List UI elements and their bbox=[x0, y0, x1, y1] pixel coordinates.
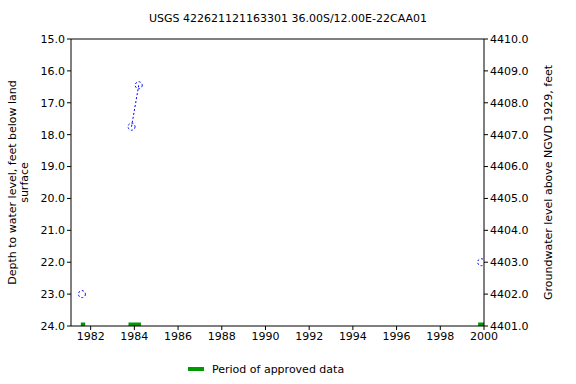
svg-text:24.0: 24.0 bbox=[41, 320, 66, 333]
svg-text:4407.0: 4407.0 bbox=[490, 129, 529, 142]
svg-text:15.0: 15.0 bbox=[41, 33, 66, 46]
svg-text:1984: 1984 bbox=[120, 330, 148, 343]
svg-text:1988: 1988 bbox=[208, 330, 236, 343]
svg-text:22.0: 22.0 bbox=[41, 256, 66, 269]
svg-text:1986: 1986 bbox=[164, 330, 192, 343]
svg-text:18.0: 18.0 bbox=[41, 129, 66, 142]
svg-text:4408.0: 4408.0 bbox=[490, 97, 529, 110]
svg-text:17.0: 17.0 bbox=[41, 97, 66, 110]
svg-text:2000: 2000 bbox=[470, 329, 498, 343]
svg-text:1992: 1992 bbox=[295, 330, 323, 343]
svg-text:4409.0: 4409.0 bbox=[490, 65, 529, 78]
svg-text:4402.0: 4402.0 bbox=[490, 288, 529, 301]
svg-text:4404.0: 4404.0 bbox=[490, 224, 529, 237]
svg-text:4410.0: 4410.0 bbox=[490, 33, 529, 46]
svg-text:4406.0: 4406.0 bbox=[490, 160, 529, 173]
svg-text:1998: 1998 bbox=[426, 330, 454, 343]
svg-text:1990: 1990 bbox=[251, 330, 279, 343]
svg-text:16.0: 16.0 bbox=[41, 65, 66, 78]
svg-text:4403.0: 4403.0 bbox=[490, 256, 529, 269]
svg-text:21.0: 21.0 bbox=[41, 224, 66, 237]
svg-text:Depth to water level, feet bel: Depth to water level, feet below landsur… bbox=[8, 80, 31, 285]
svg-text:1994: 1994 bbox=[339, 330, 367, 343]
svg-text:4401.0: 4401.0 bbox=[490, 320, 529, 333]
svg-text:19.0: 19.0 bbox=[41, 160, 66, 173]
svg-text:USGS 422621121163301 36.00S/12: USGS 422621121163301 36.00S/12.00E-22CAA… bbox=[149, 12, 427, 25]
svg-text:4405.0: 4405.0 bbox=[490, 192, 529, 205]
svg-text:23.0: 23.0 bbox=[41, 288, 66, 301]
svg-text:1996: 1996 bbox=[383, 330, 411, 343]
svg-text:1982: 1982 bbox=[77, 330, 105, 343]
svg-text:Groundwater level above NGVD 1: Groundwater level above NGVD 1929, feet bbox=[542, 64, 555, 300]
svg-text:Period of approved data: Period of approved data bbox=[212, 363, 344, 376]
svg-text:20.0: 20.0 bbox=[41, 192, 66, 205]
